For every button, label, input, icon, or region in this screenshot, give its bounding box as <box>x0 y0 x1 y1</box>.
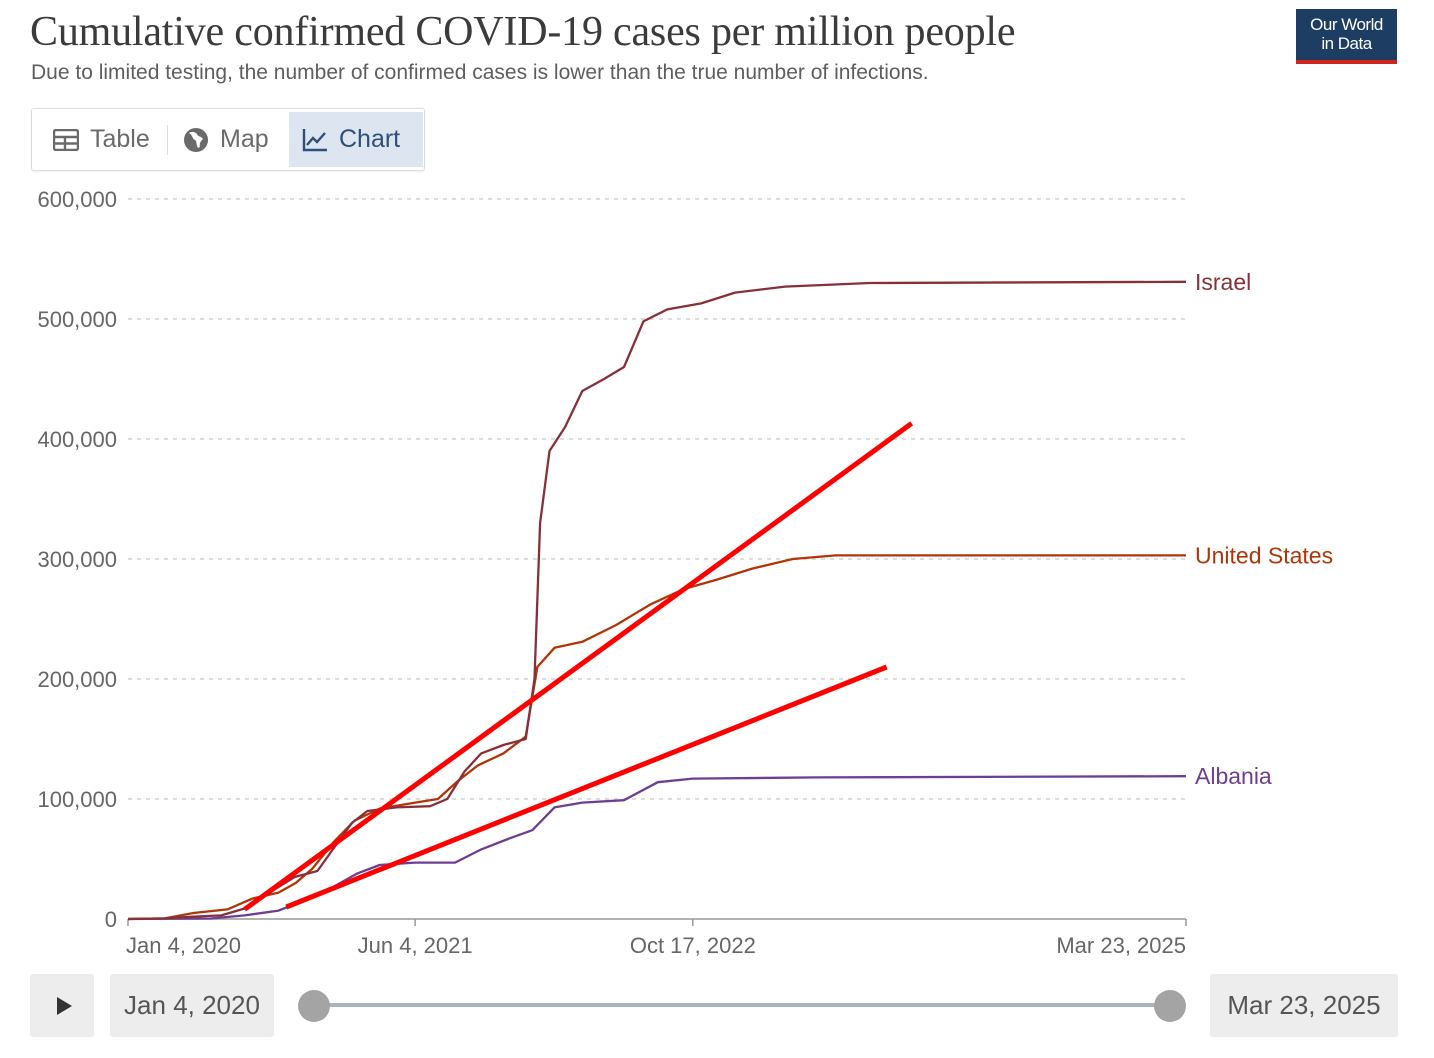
tab-divider <box>167 125 168 155</box>
y-tick-label: 600,000 <box>37 187 117 212</box>
chart-axes: 0 100,000 200,000 300,000 400,000 500,000 600,… <box>37 187 1187 958</box>
x-tick-label: Jun 4, 2021 <box>358 933 473 958</box>
chart-title: Cumulative confirmed COVID-19 cases per … <box>30 9 1016 55</box>
y-tick-label: 500,000 <box>37 307 117 332</box>
logo-line-2: in Data <box>1321 34 1372 53</box>
tab-table-label: Table <box>90 125 150 153</box>
y-tick-label: 300,000 <box>37 547 117 572</box>
view-tabs: Table Map Chart <box>31 108 425 171</box>
timeline-start-handle[interactable] <box>298 990 330 1022</box>
red-trend-annotation <box>285 664 888 910</box>
series-label-israel[interactable]: Israel <box>1195 269 1251 295</box>
series-label-albania[interactable]: Albania <box>1195 763 1272 789</box>
series-line-albania[interactable] <box>127 775 1187 921</box>
x-tick-label: Oct 17, 2022 <box>630 933 756 958</box>
logo-line-1: Our World <box>1310 15 1383 34</box>
table-icon <box>52 126 80 154</box>
play-button[interactable] <box>30 974 94 1037</box>
tab-chart-label: Chart <box>339 125 401 153</box>
timeline-start-date[interactable]: Jan 4, 2020 <box>110 974 274 1037</box>
y-tick-label: 400,000 <box>37 427 117 452</box>
chart-series-labels: Israel United States Albania <box>1195 269 1333 789</box>
play-icon <box>56 996 72 1015</box>
x-tick-label: Mar 23, 2025 <box>1056 933 1186 958</box>
globe-icon <box>182 126 210 154</box>
line-chart: 0 100,000 200,000 300,000 400,000 500,000 600,… <box>37 187 1333 958</box>
y-tick-label: 0 <box>105 907 117 932</box>
y-tick-label: 100,000 <box>37 787 117 812</box>
chart-gridlines <box>128 198 1186 800</box>
timeline-slider-track[interactable] <box>314 1003 1170 1007</box>
timeline-end-handle[interactable] <box>1154 990 1186 1022</box>
tab-map-label: Map <box>220 125 269 153</box>
y-tick-label: 200,000 <box>37 667 117 692</box>
x-tick-label: Jan 4, 2020 <box>126 933 241 958</box>
chart-series <box>127 280 1187 921</box>
tab-map[interactable]: Map <box>170 112 286 167</box>
owid-logo[interactable]: Our World in Data <box>1296 9 1397 64</box>
chart-subtitle: Due to limited testing, the number of co… <box>31 61 929 84</box>
series-label-united-states[interactable]: United States <box>1195 542 1333 568</box>
tab-table[interactable]: Table <box>40 112 168 167</box>
tab-chart[interactable]: Chart <box>289 112 423 167</box>
chart-annotations <box>243 421 914 912</box>
red-trend-annotation <box>243 421 914 912</box>
timeline-end-date[interactable]: Mar 23, 2025 <box>1210 974 1398 1037</box>
line-chart-icon <box>301 126 329 154</box>
